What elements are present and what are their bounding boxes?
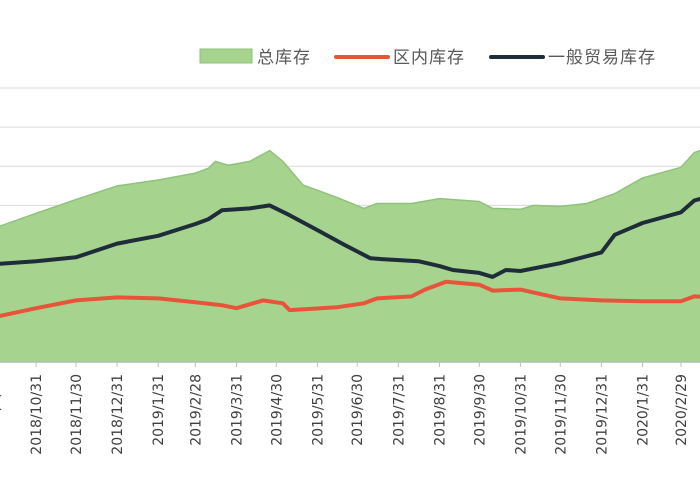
legend-item-total-inventory: 总库存 xyxy=(200,48,311,68)
legend-label: 一般贸易库存 xyxy=(548,48,656,68)
x-tick-label: 2019/2/28 xyxy=(188,374,204,446)
legend-label: 总库存 xyxy=(257,48,311,68)
x-tick-label: 2018/10/31 xyxy=(29,374,45,455)
x-tick-label: 2019/3/31 xyxy=(230,374,246,446)
x-tick-label: 2020/1/31 xyxy=(636,374,652,446)
legend-item-bonded-zone-inventory: 区内库存 xyxy=(336,48,465,68)
x-tick-label: 2019/1/31 xyxy=(151,374,167,446)
x-tick-label: 2019/4/30 xyxy=(269,374,285,446)
x-tick-label: 2019/9/30 xyxy=(472,374,488,446)
x-tick-label: 2019/11/30 xyxy=(553,374,569,455)
x-tick-label: 2019/10/31 xyxy=(513,374,529,455)
x-tick-label: 2019/8/31 xyxy=(433,374,449,446)
x-tick-label: 2019/5/31 xyxy=(310,374,326,446)
x-tick-label: 2018/12/31 xyxy=(110,374,126,455)
x-tick-label: 2019/6/30 xyxy=(350,374,366,446)
legend-swatch xyxy=(200,49,252,63)
x-tick-label: 2018/11/30 xyxy=(69,374,85,455)
x-tick-label: 2018/9/30 xyxy=(0,374,4,446)
x-tick-label: 2020/2/29 xyxy=(674,374,690,446)
x-axis: 2018/9/30 2018/10/31 2018/11/30 2018/12/31 2… xyxy=(0,362,700,455)
legend-item-general-trade-inventory: 一般贸易库存 xyxy=(491,48,656,68)
x-tick-label: 2019/7/31 xyxy=(391,374,407,446)
x-tick-label: 2019/12/31 xyxy=(594,374,610,455)
series-layer xyxy=(0,143,700,362)
legend-label: 区内库存 xyxy=(393,48,465,68)
legend: 总库存 区内库存 一般贸易库存 xyxy=(200,48,656,68)
